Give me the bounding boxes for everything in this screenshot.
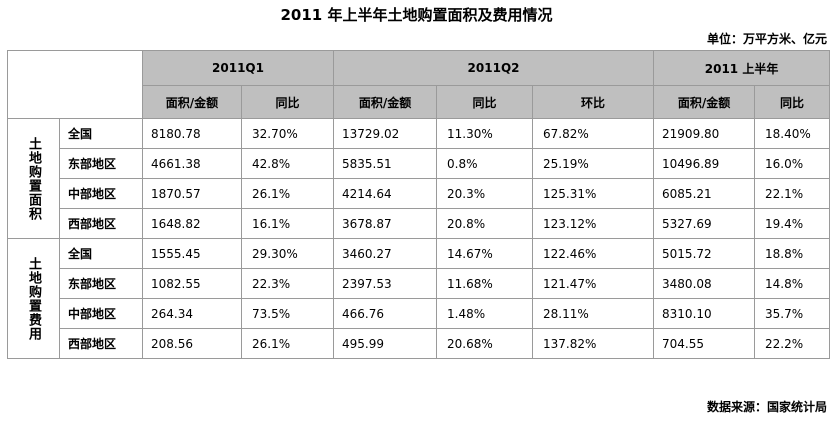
- table-cell: 125.31%: [532, 178, 655, 209]
- table-cell: 18.40%: [754, 118, 831, 149]
- region-label: 东部地区: [59, 268, 143, 299]
- table-cell: 19.4%: [754, 208, 831, 239]
- table-cell: 11.68%: [436, 268, 534, 299]
- subheader-cell: 同比: [240, 85, 335, 119]
- period-header-q2: 2011Q2: [333, 50, 655, 86]
- table-cell: 8310.10: [653, 298, 756, 329]
- table-cell: 22.2%: [754, 328, 831, 359]
- table-row: 东部地区 1082.55 22.3% 2397.53 11.68% 121.47…: [8, 268, 831, 299]
- region-label: 东部地区: [59, 148, 143, 179]
- table-cell: 3460.27: [333, 238, 438, 269]
- region-label: 西部地区: [59, 328, 143, 359]
- period-header-h1: 2011 上半年: [653, 50, 831, 86]
- table-cell: 1870.57: [142, 178, 242, 209]
- group-label-area: 土地购置面积: [7, 118, 60, 239]
- table-cell: 26.1%: [240, 328, 335, 359]
- corner-cell: [7, 50, 143, 119]
- region-label: 全国: [59, 238, 143, 269]
- table-cell: 20.3%: [436, 178, 534, 209]
- table-cell: 28.11%: [532, 298, 655, 329]
- table-cell: 208.56: [142, 328, 242, 359]
- subheader-cell: 面积/金额: [333, 85, 438, 119]
- period-header-row: 2011Q1 2011Q2 2011 上半年: [7, 50, 831, 119]
- table-cell: 22.1%: [754, 178, 831, 209]
- table-cell: 704.55: [653, 328, 756, 359]
- region-label: 中部地区: [59, 298, 143, 329]
- table-row: 土地购置面积 全国 8180.78 32.70% 13729.02 11.30%…: [7, 118, 831, 239]
- table-cell: 2397.53: [333, 268, 438, 299]
- table-cell: 10496.89: [653, 148, 756, 179]
- table-cell: 5835.51: [333, 148, 438, 179]
- table-cell: 495.99: [333, 328, 438, 359]
- table-cell: 264.34: [142, 298, 242, 329]
- table-cell: 22.3%: [240, 268, 335, 299]
- table-cell: 3480.08: [653, 268, 756, 299]
- table-cell: 466.76: [333, 298, 438, 329]
- group-label-cost: 土地购置费用: [7, 238, 60, 359]
- table-cell: 14.67%: [436, 238, 534, 269]
- table-cell: 1.48%: [436, 298, 534, 329]
- table-cell: 5327.69: [653, 208, 756, 239]
- subheader-cell: 同比: [754, 85, 831, 119]
- region-label: 西部地区: [59, 208, 143, 239]
- table-cell: 123.12%: [532, 208, 655, 239]
- table-cell: 16.1%: [240, 208, 335, 239]
- subheader-cell: 面积/金额: [142, 85, 242, 119]
- table-cell: 137.82%: [532, 328, 655, 359]
- table-cell: 20.8%: [436, 208, 534, 239]
- table-cell: 67.82%: [532, 118, 655, 149]
- unit-note: 单位：万平方米、亿元: [706, 32, 827, 46]
- period-header-q1: 2011Q1: [141, 50, 335, 86]
- table-cell: 3678.87: [333, 208, 438, 239]
- region-label: 全国: [59, 118, 143, 149]
- table-cell: 32.70%: [240, 118, 335, 149]
- table-cell: 4214.64: [333, 178, 438, 209]
- table-cell: 20.68%: [436, 328, 534, 359]
- table-row: 中部地区 1870.57 26.1% 4214.64 20.3% 125.31%…: [8, 178, 831, 209]
- subheader-cell: 环比: [532, 85, 655, 119]
- table-row: 西部地区 1648.82 16.1% 3678.87 20.8% 123.12%…: [8, 208, 831, 239]
- table-cell: 8180.78: [142, 118, 242, 149]
- table-cell: 25.19%: [532, 148, 655, 179]
- table-cell: 16.0%: [754, 148, 831, 179]
- page-title: 2011 年上半年土地购置面积及费用情况: [280, 6, 553, 24]
- table-cell: 5015.72: [653, 238, 756, 269]
- table-cell: 6085.21: [653, 178, 756, 209]
- table-cell: 121.47%: [532, 268, 655, 299]
- table-cell: 73.5%: [240, 298, 335, 329]
- region-label: 中部地区: [59, 178, 143, 209]
- table-cell: 14.8%: [754, 268, 831, 299]
- table-row: 西部地区 208.56 26.1% 495.99 20.68% 137.82% …: [8, 328, 831, 359]
- table-cell: 11.30%: [436, 118, 534, 149]
- table-cell: 21909.80: [653, 118, 756, 149]
- table-cell: 13729.02: [333, 118, 438, 149]
- table-cell: 4661.38: [142, 148, 242, 179]
- data-source-note: 数据来源：国家统计局: [706, 400, 827, 414]
- subheader-row: 面积/金额 同比 面积/金额 同比 环比 面积/金额 同比: [8, 85, 831, 119]
- table-row: 东部地区 4661.38 42.8% 5835.51 0.8% 25.19% 1…: [8, 148, 831, 179]
- table-cell: 1082.55: [142, 268, 242, 299]
- table-row: 中部地区 264.34 73.5% 466.76 1.48% 28.11% 83…: [8, 298, 831, 329]
- table-cell: 1648.82: [142, 208, 242, 239]
- table-cell: 35.7%: [754, 298, 831, 329]
- land-purchase-table: 2011Q1 2011Q2 2011 上半年 面积/金额 同比 面积/金额 同比…: [7, 50, 831, 359]
- table-cell: 42.8%: [240, 148, 335, 179]
- table-cell: 122.46%: [532, 238, 655, 269]
- table-row: 土地购置费用 全国 1555.45 29.30% 3460.27 14.67% …: [7, 238, 831, 359]
- table-cell: 0.8%: [436, 148, 534, 179]
- table-cell: 18.8%: [754, 238, 831, 269]
- table-cell: 26.1%: [240, 178, 335, 209]
- table-cell: 29.30%: [240, 238, 335, 269]
- subheader-cell: 同比: [436, 85, 534, 119]
- table-cell: 1555.45: [142, 238, 242, 269]
- subheader-cell: 面积/金额: [653, 85, 756, 119]
